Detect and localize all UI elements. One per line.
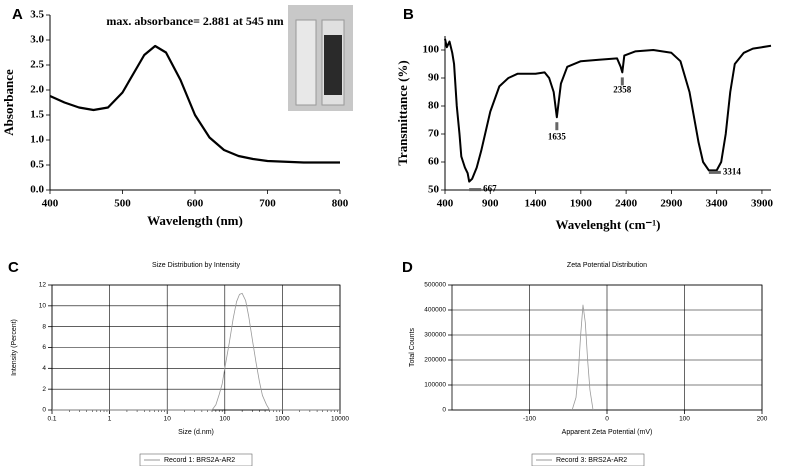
- annotation: max. absorbance= 2.881 at 545 nm: [106, 14, 283, 28]
- peak-marker: [708, 170, 721, 174]
- plot-frame: [451, 284, 763, 411]
- y-tick-label: 300000: [424, 332, 446, 339]
- peak-label: 1635: [548, 131, 567, 141]
- x-axis-label: Wavelength (nm): [147, 213, 243, 228]
- inset-photo: [288, 5, 353, 111]
- x-tick-label: 100: [219, 416, 230, 423]
- cuvette-clear: [295, 19, 317, 106]
- x-tick-label: 0: [605, 416, 609, 423]
- y-tick-label: 3.5: [30, 9, 44, 21]
- x-tick-label: 3400: [706, 198, 729, 210]
- y-tick-label: 70: [428, 128, 440, 140]
- chart-title: Size Distribution by Intensity: [152, 262, 240, 269]
- y-axis-label: Transmittance (%): [395, 60, 410, 166]
- data-line: [571, 304, 594, 411]
- x-tick-label: 0.1: [47, 416, 56, 423]
- peak-marker: [620, 77, 624, 86]
- peak-label: 2358: [613, 84, 632, 94]
- legend-label: Record 1: BRS2A-AR2: [164, 457, 235, 464]
- legend-box: [139, 453, 253, 466]
- y-tick-label: 6: [42, 344, 46, 351]
- y-tick-label: 1.0: [30, 134, 44, 146]
- y-tick-label: 1.5: [30, 109, 44, 121]
- panel-label: D: [402, 259, 413, 276]
- x-tick-label: 1900: [570, 198, 593, 210]
- chart-title: Zeta Potential Distribution: [567, 262, 647, 269]
- peak-marker: [555, 122, 559, 131]
- x-tick-label: 2900: [660, 198, 683, 210]
- x-axis-label: Size (d.nm): [178, 429, 214, 436]
- panel: D Zeta Potential Distribution-100 0 100 2000…: [402, 259, 768, 466]
- y-tick-label: 0.0: [30, 184, 44, 196]
- y-tick-label: 2.0: [30, 84, 44, 96]
- data-line: [444, 38, 772, 183]
- y-tick-label: 50: [428, 184, 440, 196]
- x-axis-label: Apparent Zeta Potential (mV): [562, 429, 653, 436]
- x-tick-label: 100: [679, 416, 690, 423]
- x-tick-label: 1000: [275, 416, 290, 423]
- x-tick-label: 200: [757, 416, 768, 423]
- y-tick-label: 10: [39, 303, 47, 310]
- data-line: [49, 44, 340, 164]
- x-tick-label: 10: [164, 416, 172, 423]
- y-tick-label: 500000: [424, 282, 446, 289]
- y-axis-label: Intensity (Percent): [11, 319, 18, 376]
- x-tick-label: 1400: [525, 198, 548, 210]
- panel: B 400 900 1400 1900 2400 2900 3400 3900 50 60 70 80 9…: [395, 6, 773, 232]
- x-tick-label: 800: [332, 198, 349, 210]
- x-tick-label: 400: [437, 198, 454, 210]
- y-tick-label: 90: [428, 72, 440, 84]
- y-tick-label: 0.5: [30, 159, 44, 171]
- panel-label: B: [403, 6, 414, 23]
- y-axis-label: Total Counts: [409, 328, 416, 367]
- y-tick-label: 80: [428, 100, 440, 112]
- y-axis-label: Absorbance: [1, 69, 16, 136]
- panel-label: A: [12, 6, 23, 23]
- x-axis-label: Wavelenght (cm⁻¹): [556, 217, 661, 232]
- x-tick-label: 600: [187, 198, 204, 210]
- y-tick-label: 100000: [424, 382, 446, 389]
- x-tick-label: 1: [108, 416, 112, 423]
- y-tick-label: 60: [428, 156, 440, 168]
- y-tick-label: 0: [442, 407, 446, 414]
- x-tick-label: 2400: [615, 198, 638, 210]
- y-tick-label: 3.0: [30, 34, 44, 46]
- y-tick-label: 2.5: [30, 59, 44, 71]
- legend-label: Record 3: BRS2A-AR2: [556, 457, 627, 464]
- y-tick-label: 8: [42, 323, 46, 330]
- y-tick-label: 12: [39, 282, 47, 289]
- y-tick-label: 200000: [424, 357, 446, 364]
- y-tick-label: 400000: [424, 307, 446, 314]
- x-tick-label: 400: [42, 198, 59, 210]
- peak-label: 667: [483, 184, 497, 194]
- legend-box: [531, 453, 645, 466]
- x-tick-label: 900: [482, 198, 499, 210]
- peak-marker: [469, 188, 482, 192]
- x-tick-label: 500: [114, 198, 131, 210]
- x-tick-label: 10000: [331, 416, 349, 423]
- data-line: [52, 292, 340, 411]
- cuvette-liquid: [324, 35, 342, 95]
- x-tick-label: 3900: [751, 198, 774, 210]
- y-tick-label: 100: [423, 44, 440, 56]
- x-tick-label: 700: [259, 198, 276, 210]
- y-tick-label: 2: [42, 386, 46, 393]
- panel-label: C: [8, 259, 19, 276]
- y-tick-label: 0: [42, 407, 46, 414]
- x-tick-label: -100: [523, 416, 536, 423]
- y-tick-label: 4: [42, 365, 46, 372]
- peak-label: 3314: [723, 166, 742, 176]
